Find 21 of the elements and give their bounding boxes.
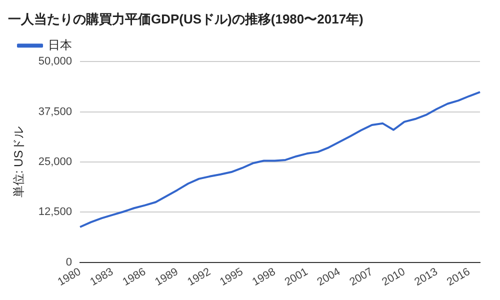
legend-label: 日本 [48, 38, 72, 52]
x-tick-label: 2016 [445, 266, 472, 289]
y-tick-label: 50,000 [38, 56, 72, 68]
y-tick-label: 37,500 [38, 106, 72, 118]
y-tick-label: 25,000 [38, 156, 72, 168]
x-tick-label: 2004 [315, 266, 342, 289]
y-axis-title: 単位: USドル [12, 126, 26, 198]
chart-title: 一人当たりの購買力平価GDP(USドル)の推移(1980〜2017年) [8, 11, 364, 26]
x-tick-label: 1992 [186, 266, 213, 289]
x-tick-label: 2013 [412, 266, 440, 289]
x-tick-label: 2001 [282, 266, 310, 289]
x-tick-label: 2007 [348, 266, 375, 289]
x-tick-label: 2010 [380, 266, 408, 289]
x-tick-label: 1986 [120, 266, 148, 289]
y-tick-label: 12,500 [38, 206, 72, 218]
y-tick-label: 0 [66, 256, 72, 268]
x-tick-label: 1998 [250, 266, 278, 289]
x-tick-label: 1983 [88, 266, 116, 289]
x-tick-label: 1980 [56, 266, 84, 289]
x-tick-label: 1989 [153, 266, 180, 289]
x-tick-label: 1995 [218, 266, 246, 289]
